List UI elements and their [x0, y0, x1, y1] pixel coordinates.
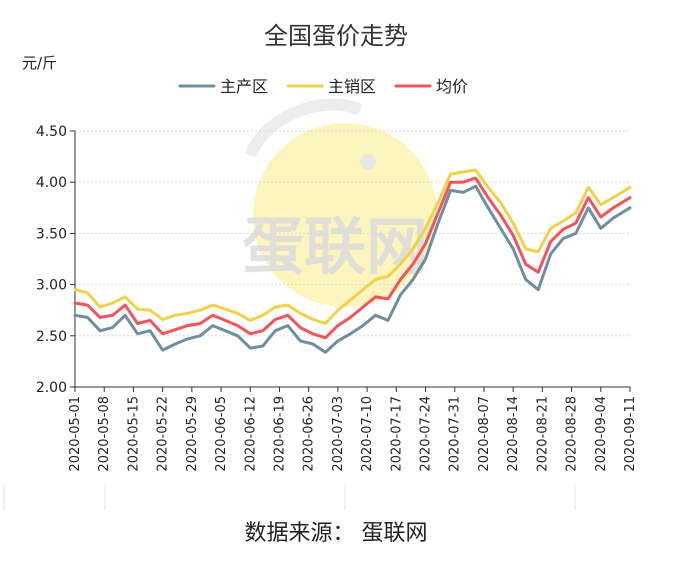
y-tick-label: 4.50: [36, 124, 67, 140]
x-tick-label: 2020-08-28: [565, 396, 580, 472]
source-note: 数据来源： 蛋联网: [245, 521, 428, 546]
x-axis: 2020-05-01 2020-05-08 2020-05-15 2020-05-22…: [68, 387, 638, 472]
x-tick-label: 2020-05-01: [68, 396, 83, 472]
x-tick-label: 2020-05-15: [126, 396, 141, 472]
y-tick-label: 2.50: [36, 329, 67, 345]
legend-label-selling: 主销区: [328, 77, 376, 96]
x-tick-label: 2020-06-19: [272, 396, 287, 472]
x-tick-label: 2020-07-10: [360, 396, 375, 472]
x-tick-label: 2020-09-04: [594, 396, 609, 472]
x-tick-label: 2020-08-07: [477, 396, 492, 472]
x-tick-label: 2020-06-05: [214, 396, 229, 472]
series-line-average: [73, 176, 632, 340]
x-tick-label: 2020-05-08: [97, 396, 112, 472]
y-tick-label: 4.00: [36, 175, 67, 191]
x-tick-label: 2020-09-11: [623, 396, 638, 472]
x-tick-label: 2020-06-12: [243, 396, 258, 472]
x-tick-label: 2020-07-03: [331, 396, 346, 472]
y-axis-unit-label: 元/斤: [22, 54, 57, 72]
legend: 主产区 主销区 均价: [178, 77, 468, 96]
y-tick-label: 2.00: [36, 380, 67, 396]
x-tick-label: 2020-06-26: [302, 396, 317, 472]
y-tick-label: 3.50: [36, 226, 67, 242]
grid-lines: [75, 130, 630, 388]
y-tick-label: 3.00: [36, 278, 67, 294]
watermark-text: 蛋联网: [242, 210, 428, 283]
x-tick-label: 2020-05-29: [185, 396, 200, 472]
legend-label-average: 均价: [436, 77, 468, 96]
y-axis: 2.00 2.50 3.00 3.50 4.00 4.50: [36, 124, 76, 396]
x-tick-label: 2020-08-14: [506, 396, 521, 472]
x-tick-label: 2020-07-31: [448, 396, 463, 472]
series-line-selling: [73, 168, 632, 325]
x-tick-label: 2020-07-24: [419, 396, 434, 472]
series-layer: [73, 168, 632, 354]
watermark-logo: 蛋联网: [242, 98, 437, 307]
x-tick-label: 2020-07-17: [389, 396, 404, 472]
legend-label-producing: 主产区: [220, 77, 268, 96]
series-line-producing: [73, 184, 632, 354]
chart-title: 全国蛋价走势: [264, 22, 408, 50]
x-tick-label: 2020-08-21: [535, 396, 550, 472]
x-tick-label: 2020-05-22: [156, 396, 171, 472]
